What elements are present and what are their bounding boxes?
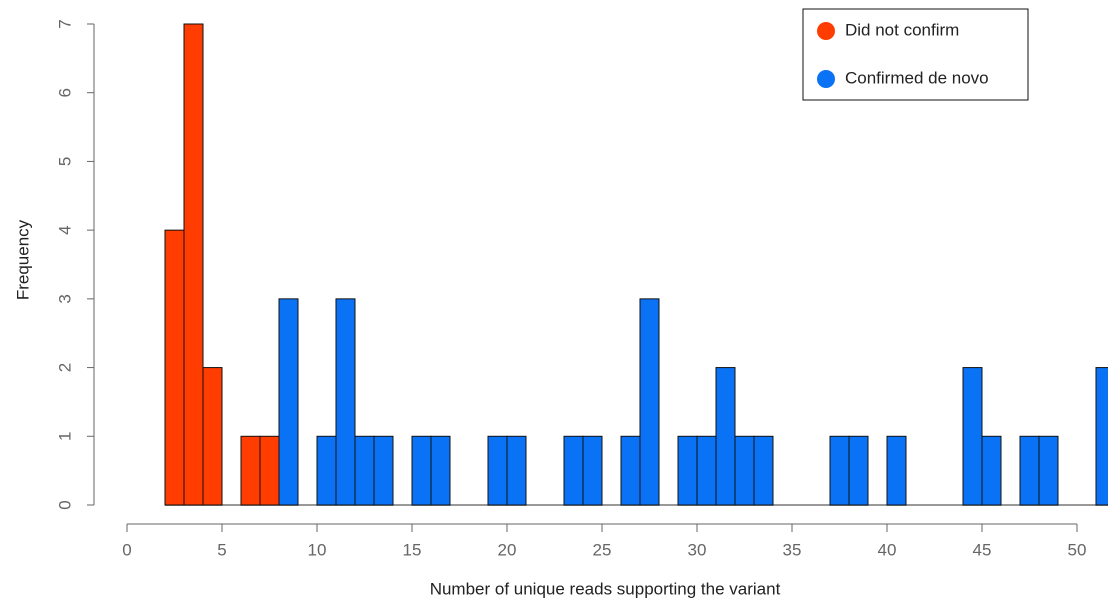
- y-tick-label: 3: [55, 294, 74, 303]
- legend-marker: [817, 22, 835, 40]
- y-tick-label: 0: [55, 500, 74, 509]
- bar: [962, 367, 983, 506]
- legend-marker: [817, 70, 835, 88]
- x-tick-label: 5: [217, 540, 226, 559]
- y-axis-label: Frequency: [13, 219, 32, 300]
- bar: [259, 435, 280, 506]
- x-tick-label: 30: [688, 540, 707, 559]
- bar: [696, 435, 717, 506]
- bar: [202, 367, 223, 506]
- y-tick-label: 2: [55, 363, 74, 372]
- x-tick-label: 50: [1068, 540, 1087, 559]
- y-tick-label: 6: [55, 88, 74, 97]
- bar: [677, 435, 698, 506]
- y-tick-label: 4: [55, 225, 74, 234]
- x-tick-label: 10: [308, 540, 327, 559]
- bar: [430, 435, 451, 506]
- y-tick-label: 7: [55, 19, 74, 28]
- bar: [354, 435, 375, 506]
- x-tick-label: 0: [122, 540, 131, 559]
- y-tick-label: 5: [55, 157, 74, 166]
- bar: [164, 229, 185, 506]
- bar: [639, 298, 660, 506]
- bar: [506, 435, 527, 506]
- bar: [734, 435, 755, 506]
- bar: [411, 435, 432, 506]
- x-tick-label: 40: [878, 540, 897, 559]
- legend-label: Confirmed de novo: [845, 68, 989, 87]
- x-tick-label: 15: [403, 540, 422, 559]
- x-tick-label: 45: [973, 540, 992, 559]
- bar: [753, 435, 774, 506]
- y-tick-label: 1: [55, 432, 74, 441]
- x-tick-label: 20: [498, 540, 517, 559]
- bar: [335, 298, 356, 506]
- bar: [1038, 435, 1059, 506]
- bar: [373, 435, 394, 506]
- bar: [886, 435, 907, 506]
- bar: [582, 435, 603, 506]
- bar: [1019, 435, 1040, 506]
- bar: [981, 435, 1002, 506]
- legend-label: Did not confirm: [845, 20, 959, 39]
- bar: [620, 435, 641, 506]
- bar: [487, 435, 508, 506]
- bar: [848, 435, 869, 506]
- bar: [183, 23, 204, 506]
- bar: [1095, 367, 1108, 506]
- bar: [715, 367, 736, 506]
- bar: [316, 435, 337, 506]
- x-axis-label: Number of unique reads supporting the va…: [430, 579, 781, 598]
- legend-box: [802, 8, 1029, 101]
- bar: [240, 435, 261, 506]
- x-tick-label: 25: [593, 540, 612, 559]
- bar: [563, 435, 584, 506]
- bar: [829, 435, 850, 506]
- bar: [278, 298, 299, 506]
- x-tick-label: 35: [783, 540, 802, 559]
